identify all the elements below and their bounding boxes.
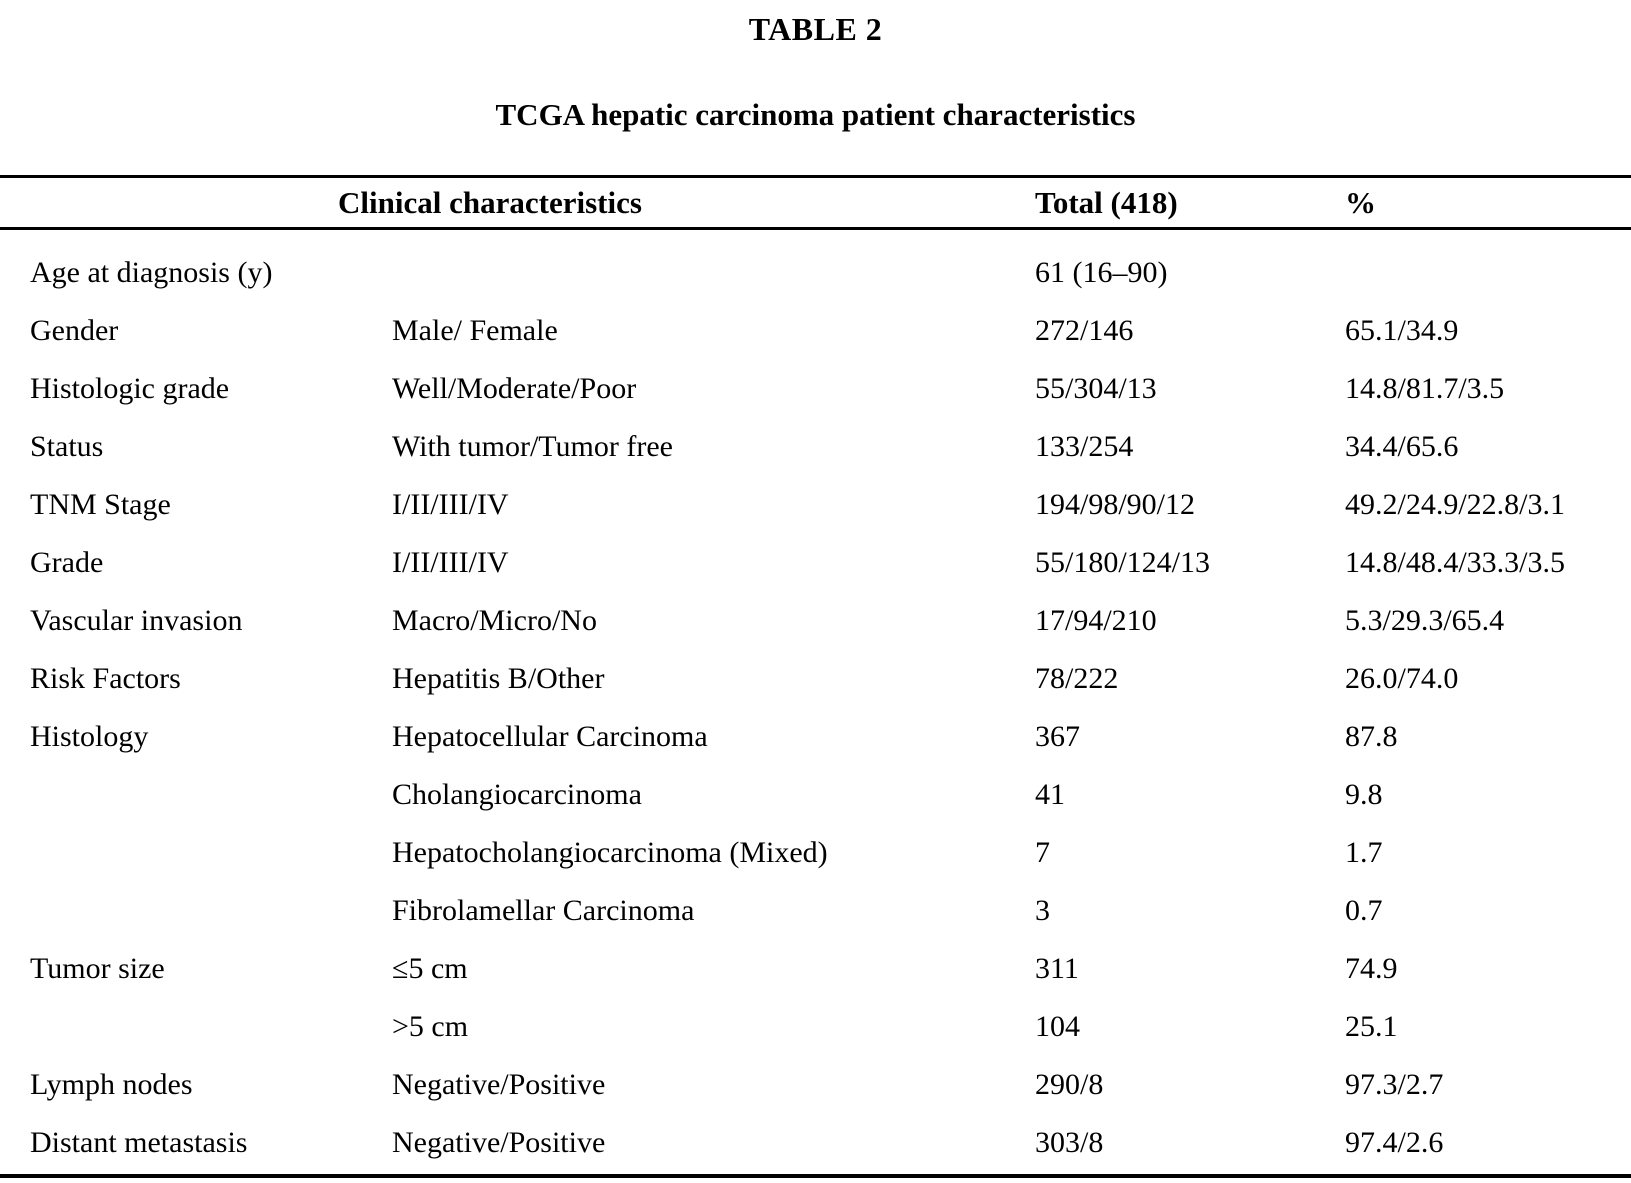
cell-subcategory: Cholangiocarcinoma xyxy=(392,778,642,811)
column-header-percent: % xyxy=(1345,184,1376,220)
cell-characteristic: Histologic grade xyxy=(30,372,230,405)
table-row: Gender Male/ Female 272/146 65.1/34.9 xyxy=(0,302,1631,360)
cell-percent: 74.9 xyxy=(1345,952,1398,985)
table-header-row: Clinical characteristics Total (418) % xyxy=(0,178,1631,230)
table-row: Risk Factors Hepatitis B/Other 78/222 26… xyxy=(0,650,1631,708)
cell-subcategory: Well/Moderate/Poor xyxy=(392,372,637,405)
table-row: Distant metastasis Negative/Positive 303… xyxy=(0,1114,1631,1172)
cell-total: 303/8 xyxy=(1035,1126,1104,1159)
cell-subcategory: Macro/Micro/No xyxy=(392,604,597,637)
cell-total: 41 xyxy=(1035,778,1065,811)
cell-percent: 49.2/24.9/22.8/3.1 xyxy=(1345,488,1566,521)
cell-total: 55/180/124/13 xyxy=(1035,546,1211,579)
cell-subcategory: Negative/Positive xyxy=(392,1068,606,1101)
cell-percent: 0.7 xyxy=(1345,894,1383,927)
cell-percent: 14.8/81.7/3.5 xyxy=(1345,372,1505,405)
table-row: Fibrolamellar Carcinoma 3 0.7 xyxy=(0,882,1631,940)
cell-characteristic: Age at diagnosis (y) xyxy=(30,256,273,289)
cell-total: 61 (16–90) xyxy=(1035,256,1168,289)
cell-characteristic: Histology xyxy=(30,720,149,753)
cell-characteristic: Distant metastasis xyxy=(30,1126,248,1159)
table-row: Hepatocholangiocarcinoma (Mixed) 7 1.7 xyxy=(0,824,1631,882)
cell-percent: 1.7 xyxy=(1345,836,1383,869)
cell-percent: 97.4/2.6 xyxy=(1345,1126,1444,1159)
cell-total: 133/254 xyxy=(1035,430,1134,463)
table-row: Histology Hepatocellular Carcinoma 367 8… xyxy=(0,708,1631,766)
cell-characteristic: Risk Factors xyxy=(30,662,181,695)
cell-subcategory: Hepatitis B/Other xyxy=(392,662,605,695)
cell-total: 290/8 xyxy=(1035,1068,1104,1101)
column-header-total: Total (418) xyxy=(1035,184,1178,220)
cell-characteristic: Tumor size xyxy=(30,952,165,985)
table-row: Status With tumor/Tumor free 133/254 34.… xyxy=(0,418,1631,476)
cell-percent: 25.1 xyxy=(1345,1010,1398,1043)
table-body: Age at diagnosis (y) 61 (16–90) Gender M… xyxy=(0,230,1631,1174)
cell-characteristic: Lymph nodes xyxy=(30,1068,193,1101)
table-row: Cholangiocarcinoma 41 9.8 xyxy=(0,766,1631,824)
table-row: Lymph nodes Negative/Positive 290/8 97.3… xyxy=(0,1056,1631,1114)
cell-subcategory: Fibrolamellar Carcinoma xyxy=(392,894,695,927)
cell-total: 104 xyxy=(1035,1010,1080,1043)
cell-subcategory: >5 cm xyxy=(392,1010,469,1043)
cell-total: 311 xyxy=(1035,952,1079,985)
cell-total: 55/304/13 xyxy=(1035,372,1157,405)
cell-percent: 65.1/34.9 xyxy=(1345,314,1459,347)
cell-total: 78/222 xyxy=(1035,662,1119,695)
cell-characteristic: Gender xyxy=(30,314,119,347)
cell-total: 272/146 xyxy=(1035,314,1134,347)
cell-subcategory: Hepatocellular Carcinoma xyxy=(392,720,708,753)
cell-percent: 34.4/65.6 xyxy=(1345,430,1459,463)
cell-percent: 87.8 xyxy=(1345,720,1398,753)
cell-percent: 97.3/2.7 xyxy=(1345,1068,1444,1101)
table-row: Grade I/II/III/IV 55/180/124/13 14.8/48.… xyxy=(0,534,1631,592)
cell-percent: 26.0/74.0 xyxy=(1345,662,1459,695)
cell-subcategory: ≤5 cm xyxy=(392,952,468,985)
cell-total: 17/94/210 xyxy=(1035,604,1157,637)
cell-subcategory: With tumor/Tumor free xyxy=(392,430,673,463)
cell-characteristic: Vascular invasion xyxy=(30,604,243,637)
cell-percent: 5.3/29.3/65.4 xyxy=(1345,604,1505,637)
column-header-clinical-characteristics: Clinical characteristics xyxy=(338,184,642,220)
cell-subcategory: I/II/III/IV xyxy=(392,546,509,579)
cell-total: 3 xyxy=(1035,894,1050,927)
patient-characteristics-table: Clinical characteristics Total (418) % A… xyxy=(0,175,1631,1178)
cell-total: 7 xyxy=(1035,836,1050,869)
cell-subcategory: Male/ Female xyxy=(392,314,558,347)
table-row: Tumor size ≤5 cm 311 74.9 xyxy=(0,940,1631,998)
cell-subcategory: Hepatocholangiocarcinoma (Mixed) xyxy=(392,836,828,869)
cell-percent: 9.8 xyxy=(1345,778,1383,811)
table-row: >5 cm 104 25.1 xyxy=(0,998,1631,1056)
cell-total: 367 xyxy=(1035,720,1080,753)
cell-total: 194/98/90/12 xyxy=(1035,488,1196,521)
cell-characteristic: TNM Stage xyxy=(30,488,171,521)
cell-subcategory: I/II/III/IV xyxy=(392,488,509,521)
table-label: TABLE 2 xyxy=(748,11,883,47)
table-row: Age at diagnosis (y) 61 (16–90) xyxy=(0,244,1631,302)
table-row: Vascular invasion Macro/Micro/No 17/94/2… xyxy=(0,592,1631,650)
cell-percent: 14.8/48.4/33.3/3.5 xyxy=(1345,546,1566,579)
cell-characteristic: Status xyxy=(30,430,104,463)
cell-subcategory: Negative/Positive xyxy=(392,1126,606,1159)
table-row: Histologic grade Well/Moderate/Poor 55/3… xyxy=(0,360,1631,418)
cell-characteristic: Grade xyxy=(30,546,104,579)
table-row: TNM Stage I/II/III/IV 194/98/90/12 49.2/… xyxy=(0,476,1631,534)
table-title: TCGA hepatic carcinoma patient character… xyxy=(495,97,1136,132)
